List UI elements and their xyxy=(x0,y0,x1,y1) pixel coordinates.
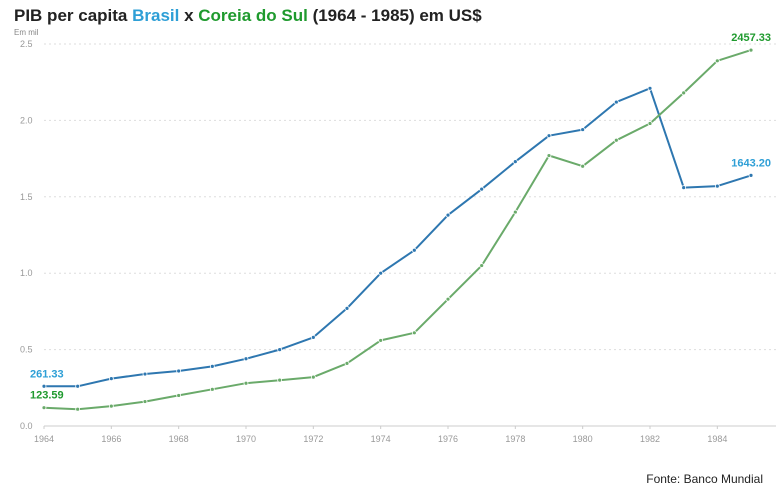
data-point xyxy=(310,374,316,380)
data-point xyxy=(142,371,148,377)
data-point xyxy=(344,360,350,366)
data-point xyxy=(277,377,283,383)
data-point xyxy=(681,90,687,96)
data-point xyxy=(209,386,215,392)
title-brasil: Brasil xyxy=(132,6,180,25)
data-point xyxy=(75,383,81,389)
data-point xyxy=(243,356,249,362)
data-point xyxy=(512,159,518,165)
y-tick-label: 1.5 xyxy=(20,192,33,202)
data-point xyxy=(546,133,552,139)
x-tick-label: 1978 xyxy=(505,434,525,444)
data-point xyxy=(411,247,417,253)
y-tick-label: 0.5 xyxy=(20,345,33,355)
title-mid: x xyxy=(179,6,199,25)
data-point xyxy=(41,405,47,411)
x-tick-label: 1972 xyxy=(303,434,323,444)
data-point xyxy=(613,99,619,105)
series-line-coreia xyxy=(43,49,752,411)
data-point xyxy=(108,403,114,409)
y-tick-label: 2.0 xyxy=(20,115,33,125)
x-tick-label: 1982 xyxy=(640,434,660,444)
data-point xyxy=(580,127,586,132)
x-tick-label: 1964 xyxy=(34,434,54,444)
start-value-label: 123.59 xyxy=(30,390,64,402)
data-point xyxy=(378,270,384,276)
title-prefix: PIB per capita xyxy=(14,6,133,25)
y-tick-label: 0.0 xyxy=(20,421,33,431)
y-tick-label: 2.5 xyxy=(20,39,33,49)
data-point xyxy=(176,368,182,374)
data-point xyxy=(748,173,754,178)
y-axis-unit-label: Em mil xyxy=(14,28,39,37)
end-value-label: 1643.20 xyxy=(731,157,771,169)
data-point xyxy=(75,406,81,412)
data-point xyxy=(479,263,485,268)
x-tick-label: 1980 xyxy=(573,434,593,444)
data-point xyxy=(479,186,485,192)
data-point xyxy=(378,338,384,343)
y-tick-label: 1.0 xyxy=(20,268,33,278)
data-point xyxy=(445,212,451,218)
data-point xyxy=(681,185,687,191)
series-line-brasil xyxy=(44,87,752,388)
data-point xyxy=(580,163,586,169)
data-point xyxy=(714,58,720,64)
data-point xyxy=(344,305,350,311)
x-tick-label: 1974 xyxy=(371,434,391,444)
x-tick-label: 1966 xyxy=(101,434,121,444)
data-point xyxy=(243,380,249,386)
title-suffix: (1964 - 1985) em US$ xyxy=(307,6,482,25)
data-point xyxy=(748,47,754,53)
data-point xyxy=(108,376,114,382)
data-point xyxy=(647,85,653,91)
source-note: Fonte: Banco Mundial xyxy=(646,472,763,486)
data-point xyxy=(512,209,518,215)
x-tick-label: 1970 xyxy=(236,434,256,444)
chart-title: PIB per capita Brasil x Coreia do Sul (1… xyxy=(14,6,482,26)
end-value-label: 2457.33 xyxy=(731,32,771,44)
data-point xyxy=(209,364,215,369)
data-point xyxy=(310,334,316,340)
start-value-label: 261.33 xyxy=(30,368,64,380)
data-point xyxy=(613,137,619,143)
data-point xyxy=(411,330,417,336)
data-point xyxy=(176,393,182,398)
data-point xyxy=(277,347,283,353)
data-point xyxy=(142,399,148,404)
x-tick-label: 1968 xyxy=(169,434,189,444)
x-tick-label: 1976 xyxy=(438,434,458,444)
data-point xyxy=(546,153,552,158)
title-coreia: Coreia do Sul xyxy=(198,6,308,25)
data-point xyxy=(41,383,47,389)
data-point xyxy=(445,296,451,302)
x-tick-label: 1984 xyxy=(707,434,727,444)
data-point xyxy=(714,183,720,189)
data-point xyxy=(647,121,653,126)
